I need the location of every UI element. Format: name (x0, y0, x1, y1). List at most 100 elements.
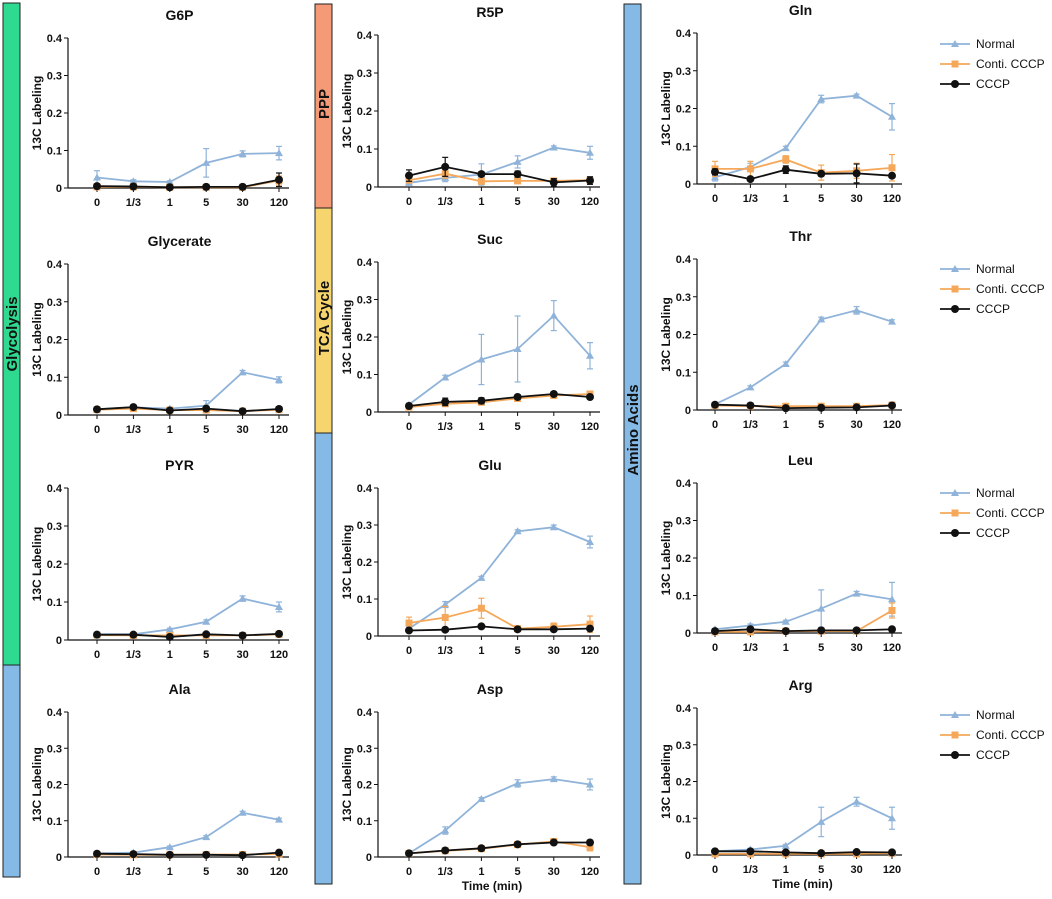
data-point (549, 523, 558, 531)
x-tick-label-ala: 120 (270, 866, 288, 878)
data-point (202, 833, 211, 841)
series-normal-gln (711, 91, 896, 182)
data-point (852, 403, 861, 412)
legend-label-normal: Normal (976, 486, 1015, 500)
series-normal-ala (93, 808, 283, 857)
series-normal-thr (711, 305, 896, 408)
legend-marker-conti-cccp (951, 509, 959, 517)
legend-marker-conti-cccp (951, 731, 959, 739)
y-tick-label-pyr: 0.2 (47, 559, 62, 571)
data-point (238, 594, 247, 602)
data-point (441, 373, 450, 381)
data-point (586, 843, 594, 851)
panel-ala: Ala 13C Labeling 0 0.1 0.2 0.3 0.4 0 1/3 1 5 30 120 (30, 681, 289, 878)
y-tick-label-asp: 0.4 (357, 707, 373, 719)
series-cccp-thr (711, 400, 896, 413)
legend-label-conti-cccp: Conti. CCCP (976, 506, 1045, 520)
series-line (96, 178, 280, 189)
y-tick-label-suc: 0 (366, 407, 372, 419)
data-point (93, 173, 101, 181)
data-point (586, 393, 594, 401)
series-cccp-suc (405, 390, 594, 410)
data-point (165, 183, 174, 192)
x-tick-label-glu: 120 (581, 645, 599, 657)
data-point (238, 407, 247, 416)
data-point (129, 850, 138, 859)
data-point (238, 808, 247, 816)
data-point (405, 626, 413, 635)
data-point (513, 625, 522, 634)
y-tick-label-leu: 0 (685, 628, 691, 640)
y-tick-label-glu: 0 (366, 631, 372, 643)
data-point (586, 538, 594, 546)
panel-r5p: R5P 13C Labeling 0 0.1 0.2 0.3 0.4 0 1/3 1 5 30 120 (340, 4, 600, 208)
series-line (408, 778, 591, 855)
y-axis-label-arg: 13C Labeling (659, 744, 673, 819)
series-normal-r5p (405, 143, 594, 186)
y-tick-label-pyr: 0 (56, 635, 62, 647)
x-tick-label-thr: 5 (818, 419, 824, 431)
panel-arg: Arg 13C Labeling 0 0.1 0.2 0.3 0.4 0 1/3 1 5 30 120 T… (659, 677, 902, 891)
x-tick-label-g6p: 30 (236, 197, 248, 209)
data-point (93, 849, 101, 858)
series-line (714, 403, 893, 410)
x-tick-label-thr: 120 (883, 419, 901, 431)
data-point (93, 630, 101, 639)
series-line (715, 852, 893, 855)
chart-title-r5p: R5P (476, 4, 503, 20)
y-tick-label-suc: 0.4 (357, 257, 373, 269)
series-line (408, 625, 591, 632)
chart-title-arg: Arg (788, 677, 812, 693)
x-tick-label-arg: 30 (850, 864, 862, 876)
x-tick-label-arg: 1 (783, 864, 789, 876)
legend-marker-normal (951, 711, 959, 718)
series-cccp-r5p (405, 156, 594, 187)
data-point (477, 355, 486, 363)
data-point (202, 630, 211, 639)
data-point (746, 847, 755, 856)
y-tick-label-r5p: 0.4 (357, 30, 373, 42)
legend-marker-cccp (951, 751, 959, 759)
data-point (817, 315, 826, 323)
y-axis-label-thr: 13C Labeling (659, 297, 673, 372)
data-point (817, 403, 826, 412)
y-tick-label-suc: 0.1 (357, 370, 372, 382)
y-axis-label-asp: 13C Labeling (340, 747, 354, 822)
y-tick-label-glycerate: 0.2 (47, 335, 62, 347)
panel-pyr: PYR 13C Labeling 0 0.1 0.2 0.3 0.4 0 1/3 1 5 30 120 (30, 457, 289, 661)
data-point (888, 814, 896, 822)
data-point (165, 178, 174, 185)
y-tick-label-leu: 0.3 (676, 516, 691, 528)
data-point (746, 383, 755, 391)
legend-row-2: Normal Conti. CCCP CCCP (940, 262, 1045, 316)
series-line (714, 592, 893, 631)
side-bars (2, 2, 642, 885)
x-tick-label-glycerate: 30 (236, 424, 248, 436)
x-tick-label-suc: 1/3 (438, 421, 453, 433)
data-point (817, 604, 826, 612)
y-axis-label-g6p: 13C Labeling (30, 76, 44, 151)
amino-acids-label: Amino Acids (625, 384, 642, 475)
y-tick-label-r5p: 0.1 (357, 144, 372, 156)
data-point (165, 632, 174, 641)
data-point (888, 625, 896, 634)
x-tick-label-arg: 1/3 (743, 864, 758, 876)
data-point (513, 170, 522, 179)
y-tick-label-leu: 0.2 (676, 553, 691, 565)
y-tick-label-arg: 0.1 (676, 813, 691, 825)
y-tick-label-thr: 0.4 (676, 254, 692, 266)
x-tick-label-asp: 0 (406, 866, 412, 878)
x-tick-label-arg: 5 (818, 864, 824, 876)
data-point (817, 849, 826, 858)
y-tick-label-thr: 0.2 (676, 330, 691, 342)
data-point (441, 600, 450, 608)
data-point (165, 850, 174, 859)
data-point (275, 375, 283, 383)
series-line (96, 851, 280, 857)
x-tick-label-g6p: 5 (203, 197, 209, 209)
x-tick-label-ala: 1 (167, 866, 173, 878)
data-point (441, 826, 450, 834)
data-point (441, 625, 450, 634)
x-tick-label-asp: 1/3 (438, 866, 453, 878)
data-point (238, 631, 247, 640)
